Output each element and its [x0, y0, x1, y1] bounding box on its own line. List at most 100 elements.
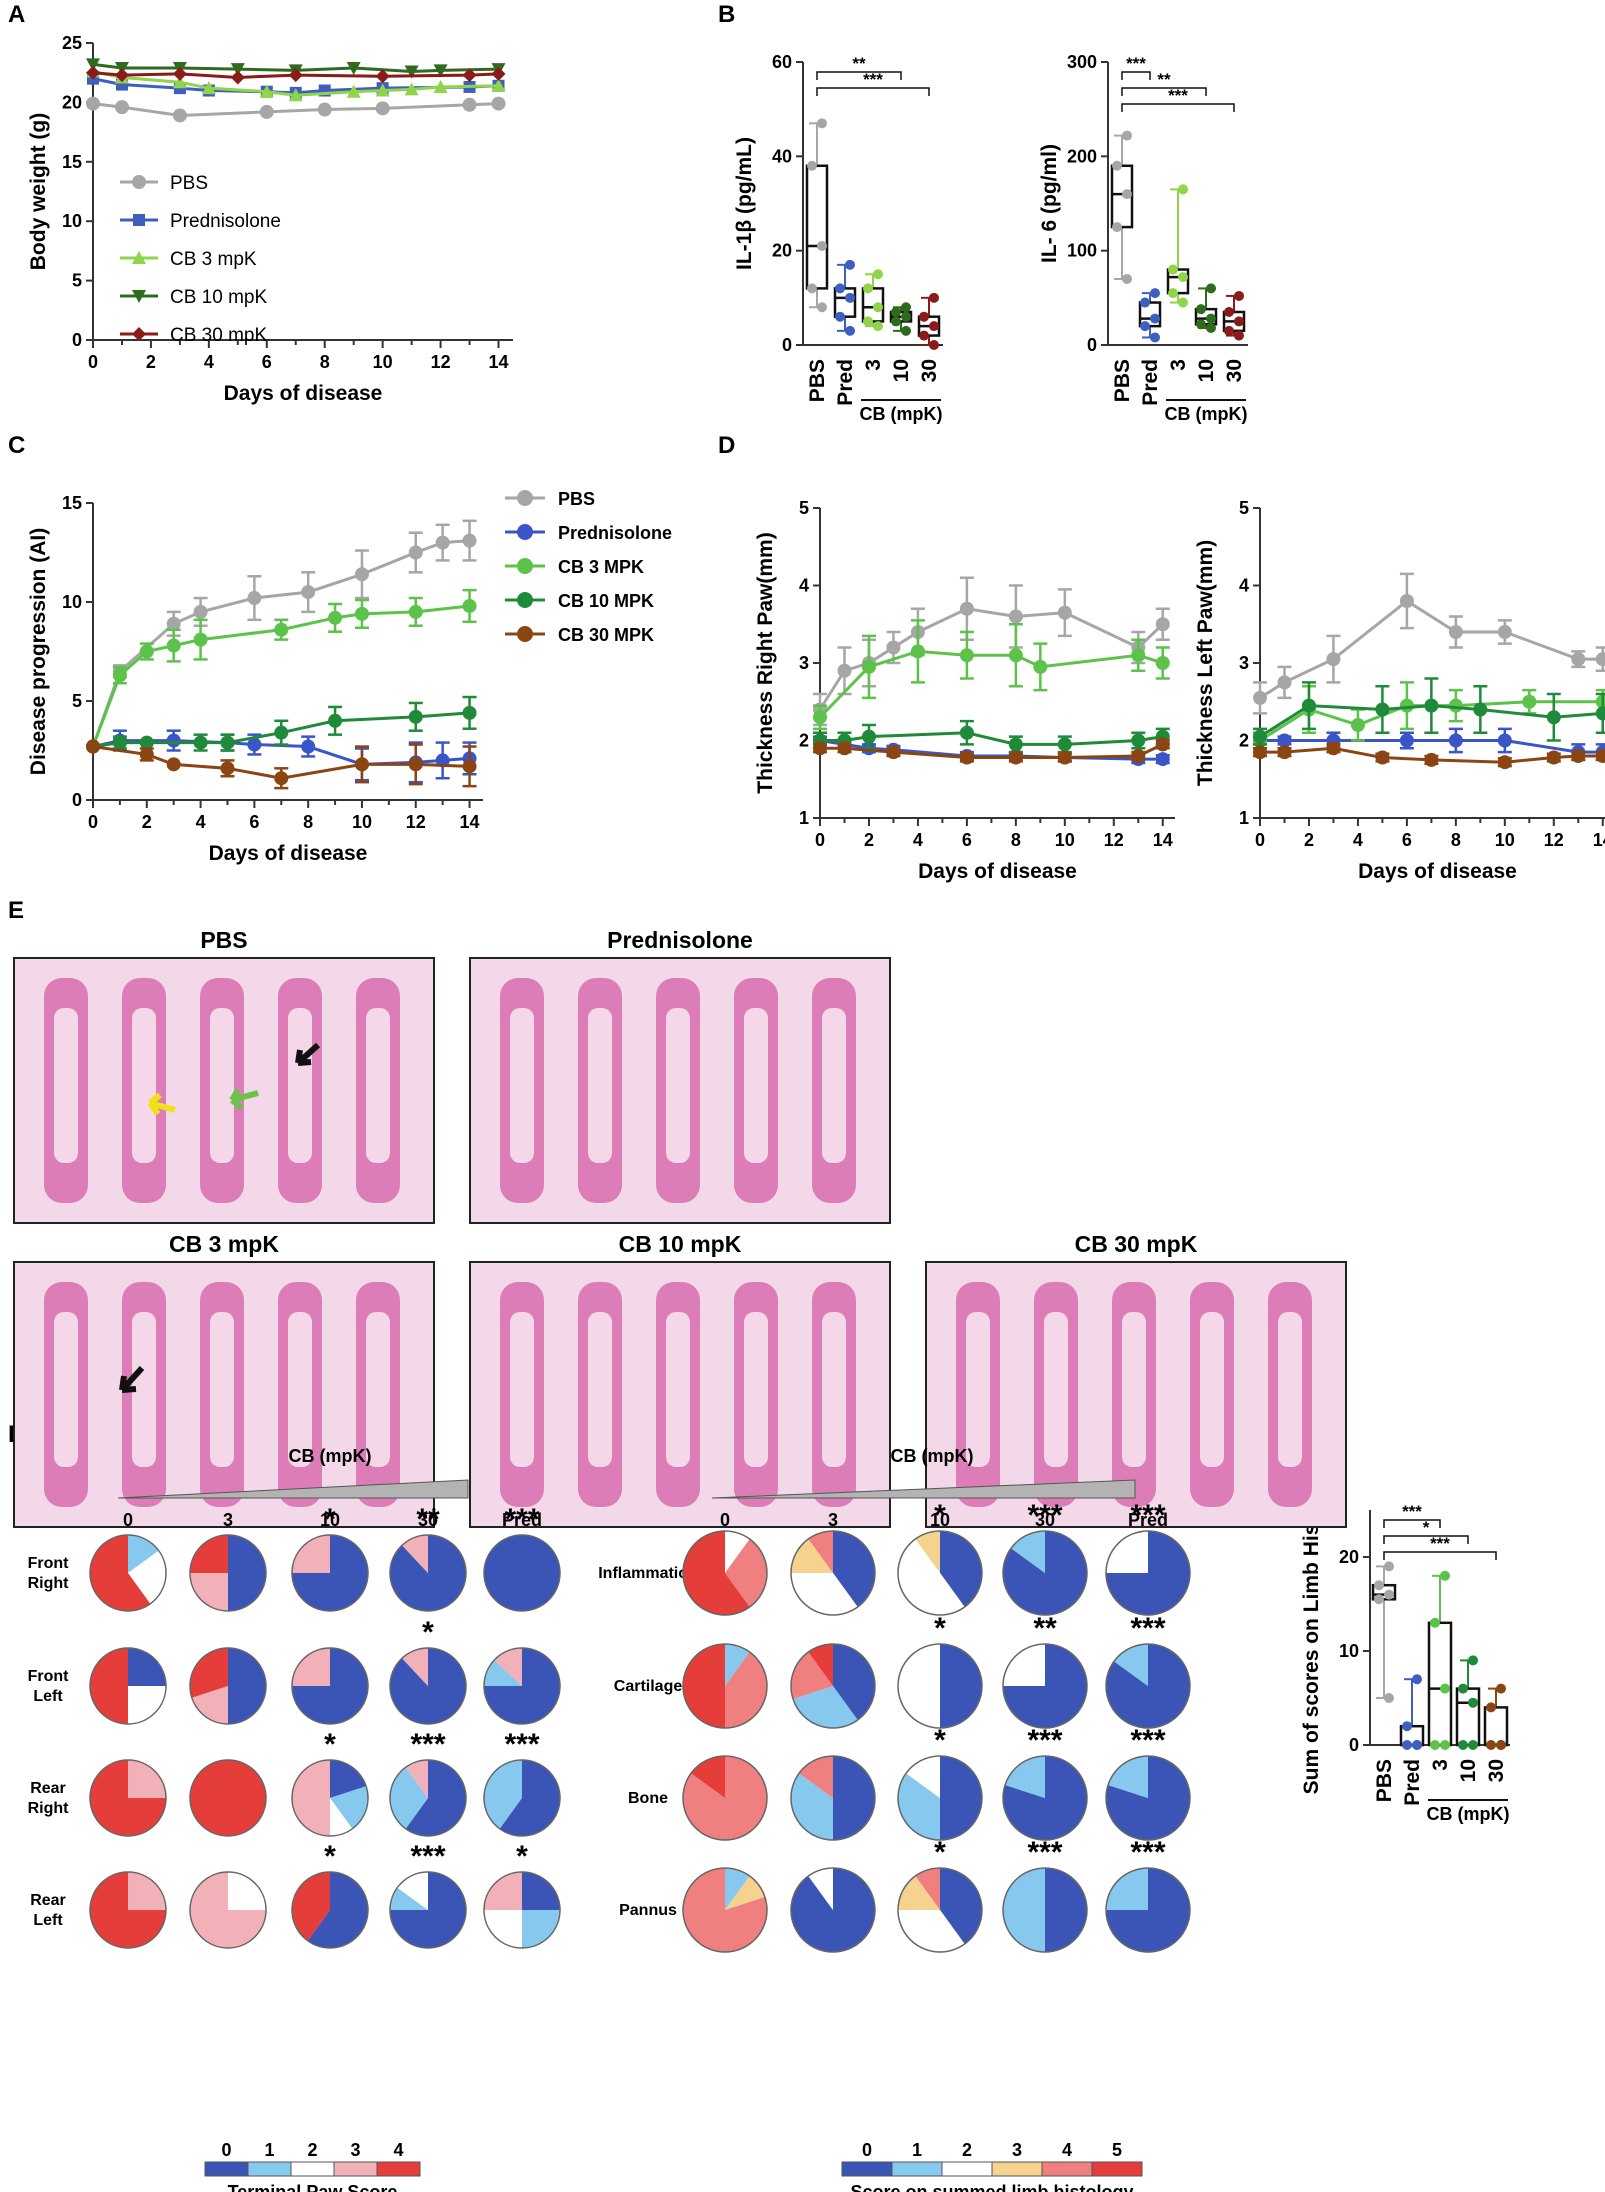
- pie: [1105, 1643, 1191, 1729]
- pie-slice: [683, 1644, 725, 1728]
- data-point: [891, 306, 901, 317]
- pie-slice: [405, 1760, 428, 1798]
- series-line-4: [820, 743, 1164, 760]
- data-point: [435, 535, 450, 550]
- data-point: [1424, 698, 1439, 713]
- series-line-0: [1259, 599, 1603, 700]
- pie-slice: [190, 1573, 228, 1611]
- data-point: [1375, 702, 1390, 717]
- pie-slice: [790, 1539, 833, 1573]
- pie-slice: [725, 1531, 750, 1573]
- data-point: [863, 316, 873, 327]
- pie-slice: [683, 1868, 768, 1952]
- significance-stars: *: [934, 1612, 946, 1645]
- x-tick-label: 4: [196, 812, 206, 832]
- sig-bracket: [1121, 71, 1151, 80]
- legend-swatch: [841, 2161, 893, 2177]
- pie-outline: [897, 1530, 983, 1616]
- marrow-shape: [210, 1008, 234, 1163]
- sig-label: ***: [863, 70, 883, 89]
- y-tick-label: 4: [799, 576, 809, 596]
- row-label: Front: [28, 1668, 70, 1685]
- pie-slice: [128, 1535, 159, 1573]
- data-point: [1122, 273, 1132, 284]
- data-point: [139, 747, 154, 762]
- legend-swatch: [290, 2161, 335, 2177]
- pie-outline: [1105, 1530, 1191, 1616]
- arrow-yellow: [147, 1092, 176, 1116]
- pie-slice: [898, 1876, 940, 1910]
- legend-title: Terminal Paw Score: [228, 2182, 398, 2192]
- data-point: [1497, 625, 1512, 639]
- data-point: [1440, 1740, 1450, 1750]
- y-tick-label: 60: [772, 52, 792, 72]
- data-point: [166, 616, 181, 631]
- pie-slice: [307, 1872, 368, 1948]
- x-axis-label: Days of disease: [209, 842, 368, 865]
- x-tick-label: 4: [913, 830, 923, 850]
- data-point: [462, 533, 477, 548]
- x-tick-label: 2: [864, 830, 874, 850]
- row-label: Front: [28, 1555, 70, 1572]
- marrow-shape: [666, 1008, 690, 1163]
- sig-label: ***: [1430, 1534, 1450, 1553]
- data-point: [201, 81, 216, 95]
- y-axis-label: Disease progression (AI): [27, 528, 50, 775]
- pie-slice: [522, 1910, 560, 1948]
- significance-stars: ***: [1130, 1724, 1165, 1757]
- data-point: [1468, 1740, 1478, 1750]
- marrow-shape: [1278, 1312, 1302, 1467]
- data-point: [274, 771, 289, 786]
- data-point: [1140, 321, 1150, 332]
- data-point: [1301, 698, 1316, 713]
- y-tick-label: 20: [772, 241, 792, 261]
- data-point: [959, 648, 974, 663]
- data-point: [491, 66, 506, 81]
- pie: [89, 1534, 167, 1612]
- data-point: [886, 640, 901, 655]
- data-point: [346, 84, 361, 98]
- sig-label: ***: [1126, 54, 1146, 73]
- row-label: Bone: [628, 1790, 668, 1807]
- x-tick-label: 2: [146, 352, 156, 372]
- data-point: [1155, 737, 1170, 752]
- pie: [483, 1647, 561, 1725]
- column-label: 30: [1035, 1510, 1055, 1530]
- data-point: [1402, 1721, 1412, 1732]
- data-point: [1374, 1594, 1384, 1605]
- x-tick-label: 2: [1304, 830, 1314, 850]
- y-tick-label: 4: [1239, 576, 1249, 596]
- significance-stars: **: [416, 1503, 440, 1536]
- legend-label: Prednisolone: [170, 211, 281, 232]
- x-tick-label: 12: [1544, 830, 1564, 850]
- histology-title: Prednisolone: [607, 927, 753, 953]
- y-tick-label: 300: [1067, 52, 1097, 72]
- row-label: Right: [28, 1800, 70, 1817]
- x-tick-label: PBS: [806, 359, 829, 402]
- pie-slice: [833, 1644, 876, 1720]
- data-point: [166, 757, 181, 772]
- significance-stars: *: [324, 1840, 336, 1873]
- pie-slice: [128, 1686, 166, 1724]
- pie-slice: [791, 1773, 833, 1840]
- pie-outline: [291, 1534, 369, 1612]
- data-point: [817, 240, 827, 251]
- sig-label: ***: [1168, 86, 1188, 105]
- x-axis-label: Days of disease: [1358, 860, 1517, 883]
- pie-slice: [330, 1760, 367, 1798]
- pie-outline: [189, 1534, 267, 1612]
- significance-stars: *: [324, 1503, 336, 1536]
- data-point: [1196, 319, 1206, 330]
- y-tick-label: 5: [799, 498, 809, 518]
- data-point: [114, 100, 129, 115]
- x-tick-label: 4: [1353, 830, 1363, 850]
- significance-stars: *: [324, 1728, 336, 1761]
- pie-slice: [791, 1573, 858, 1615]
- sig-label: **: [852, 54, 866, 73]
- x-tick-label: 12: [406, 812, 426, 832]
- data-point: [1131, 648, 1146, 663]
- marrow-shape: [132, 1312, 156, 1467]
- panel-label-b: B: [718, 1, 735, 28]
- pie: [1002, 1530, 1088, 1616]
- pie: [483, 1534, 561, 1612]
